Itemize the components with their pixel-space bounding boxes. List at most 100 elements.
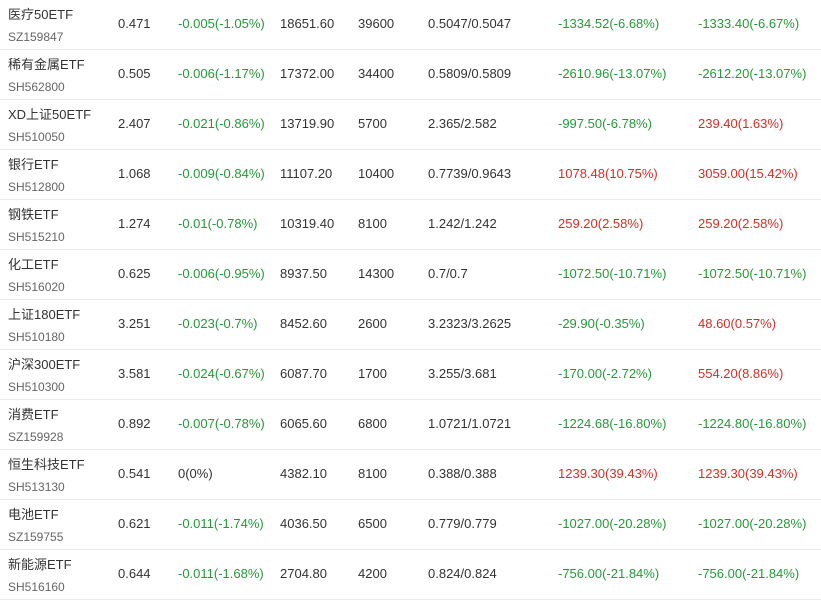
total-profit: 48.60(0.57%) xyxy=(698,316,777,331)
cost: 0.5809/0.5809 xyxy=(428,66,512,81)
change: -0.006(-1.17%) xyxy=(178,66,265,81)
etf-code: SH510180 xyxy=(8,330,65,344)
amount: 10319.40 xyxy=(280,216,335,231)
volume: 1700 xyxy=(358,366,387,381)
total-profit: 1239.30(39.43%) xyxy=(698,466,798,481)
profit: 259.20(2.58%) xyxy=(558,216,644,231)
table-row[interactable]: 新能源ETF SH516160 0.644 -0.011(-1.68%) 2704.80… xyxy=(0,550,821,600)
etf-name: 恒生科技ETF xyxy=(8,457,85,472)
amount: 13719.90 xyxy=(280,116,335,131)
table-row[interactable]: 医疗50ETF SZ159847 0.471 -0.005(-1.05%) 18651.… xyxy=(0,0,821,50)
etf-name: 上证180ETF xyxy=(8,307,81,322)
volume: 34400 xyxy=(358,66,395,81)
table-row[interactable]: 银行ETF SH512800 1.068 -0.009(-0.84%) 11107.20… xyxy=(0,150,821,200)
etf-code: SH510300 xyxy=(8,380,65,394)
table-row[interactable]: 化工ETF SH516020 0.625 -0.006(-0.95%) 8937.50 1… xyxy=(0,250,821,300)
etf-code: SZ159928 xyxy=(8,430,64,444)
total-profit: -1333.40(-6.67%) xyxy=(698,16,800,31)
price: 0.541 xyxy=(118,466,151,481)
profit: -1027.00(-20.28%) xyxy=(558,516,667,531)
price: 0.644 xyxy=(118,566,151,581)
change: -0.011(-1.68%) xyxy=(178,566,264,581)
change: 0(0%) xyxy=(178,466,213,481)
etf-code: SH512800 xyxy=(8,180,65,194)
table-row[interactable]: 消费ETF SZ159928 0.892 -0.007(-0.78%) 6065.60 6… xyxy=(0,400,821,450)
etf-name: 电池ETF xyxy=(8,507,59,522)
total-profit: -2612.20(-13.07%) xyxy=(698,66,807,81)
total-profit: 239.40(1.63%) xyxy=(698,116,784,131)
etf-name: 化工ETF xyxy=(8,257,59,272)
change: -0.021(-0.86%) xyxy=(178,116,265,131)
table-row[interactable]: XD上证50ETF SH510050 2.407 -0.021(-0.86%) 1371… xyxy=(0,100,821,150)
volume: 39600 xyxy=(358,16,395,31)
table-row[interactable]: 上证180ETF SH510180 3.251 -0.023(-0.7%) 8452.6… xyxy=(0,300,821,350)
total-profit: -1072.50(-10.71%) xyxy=(698,266,807,281)
cost: 0.7/0.7 xyxy=(428,266,468,281)
price: 0.505 xyxy=(118,66,151,81)
etf-name: XD上证50ETF xyxy=(8,107,92,122)
price: 0.892 xyxy=(118,416,151,431)
etf-name: 医疗50ETF xyxy=(8,7,74,22)
change: -0.009(-0.84%) xyxy=(178,166,265,181)
price: 1.068 xyxy=(118,166,151,181)
cost: 0.388/0.388 xyxy=(428,466,497,481)
etf-name: 新能源ETF xyxy=(8,557,72,572)
profit: -756.00(-21.84%) xyxy=(558,566,660,581)
profit: 1239.30(39.43%) xyxy=(558,466,658,481)
amount: 6087.70 xyxy=(280,366,327,381)
amount: 4382.10 xyxy=(280,466,327,481)
cost: 0.7739/0.9643 xyxy=(428,166,512,181)
total-profit: 3059.00(15.42%) xyxy=(698,166,798,181)
price: 1.274 xyxy=(118,216,151,231)
amount: 17372.00 xyxy=(280,66,335,81)
cost: 3.255/3.681 xyxy=(428,366,497,381)
change: -0.024(-0.67%) xyxy=(178,366,265,381)
volume: 6500 xyxy=(358,516,387,531)
cost: 2.365/2.582 xyxy=(428,116,497,131)
change: -0.007(-0.78%) xyxy=(178,416,265,431)
volume: 10400 xyxy=(358,166,395,181)
price: 3.251 xyxy=(118,316,151,331)
total-profit: 259.20(2.58%) xyxy=(698,216,784,231)
change: -0.023(-0.7%) xyxy=(178,316,258,331)
table-row[interactable]: 稀有金属ETF SH562800 0.505 -0.006(-1.17%) 17372.… xyxy=(0,50,821,100)
etf-code: SH513130 xyxy=(8,480,65,494)
profit: -1072.50(-10.71%) xyxy=(558,266,667,281)
profit: -29.90(-0.35%) xyxy=(558,316,645,331)
table-row[interactable]: 恒生科技ETF SH513130 0.541 0(0%) 4382.10 8100 0.38… xyxy=(0,450,821,500)
profit: -997.50(-6.78%) xyxy=(558,116,652,131)
cost: 0.5047/0.5047 xyxy=(428,16,512,31)
cost: 1.0721/1.0721 xyxy=(428,416,512,431)
volume: 2600 xyxy=(358,316,387,331)
amount: 8452.60 xyxy=(280,316,327,331)
price: 0.621 xyxy=(118,516,151,531)
volume: 4200 xyxy=(358,566,387,581)
profit: -2610.96(-13.07%) xyxy=(558,66,667,81)
etf-code: SZ159847 xyxy=(8,30,64,44)
change: -0.006(-0.95%) xyxy=(178,266,265,281)
etf-name: 稀有金属ETF xyxy=(8,57,85,72)
price: 0.471 xyxy=(118,16,151,31)
profit: -170.00(-2.72%) xyxy=(558,366,652,381)
etf-code: SH516020 xyxy=(8,280,65,294)
etf-name: 钢铁ETF xyxy=(8,207,59,222)
amount: 8937.50 xyxy=(280,266,327,281)
cost: 0.779/0.779 xyxy=(428,516,497,531)
table-row[interactable]: 沪深300ETF SH510300 3.581 -0.024(-0.67%) 6087.… xyxy=(0,350,821,400)
amount: 4036.50 xyxy=(280,516,327,531)
volume: 8100 xyxy=(358,216,387,231)
total-profit: 554.20(8.86%) xyxy=(698,366,784,381)
etf-code: SH510050 xyxy=(8,130,65,144)
amount: 18651.60 xyxy=(280,16,335,31)
etf-code: SH562800 xyxy=(8,80,65,94)
etf-name: 消费ETF xyxy=(8,407,59,422)
table-row[interactable]: 电池ETF SZ159755 0.621 -0.011(-1.74%) 4036.50 6… xyxy=(0,500,821,550)
volume: 8100 xyxy=(358,466,387,481)
etf-name: 银行ETF xyxy=(8,157,59,172)
volume: 5700 xyxy=(358,116,387,131)
profit: -1334.52(-6.68%) xyxy=(558,16,660,31)
change: -0.011(-1.74%) xyxy=(178,516,264,531)
table-row[interactable]: 钢铁ETF SH515210 1.274 -0.01(-0.78%) 10319.40 8… xyxy=(0,200,821,250)
price: 3.581 xyxy=(118,366,151,381)
